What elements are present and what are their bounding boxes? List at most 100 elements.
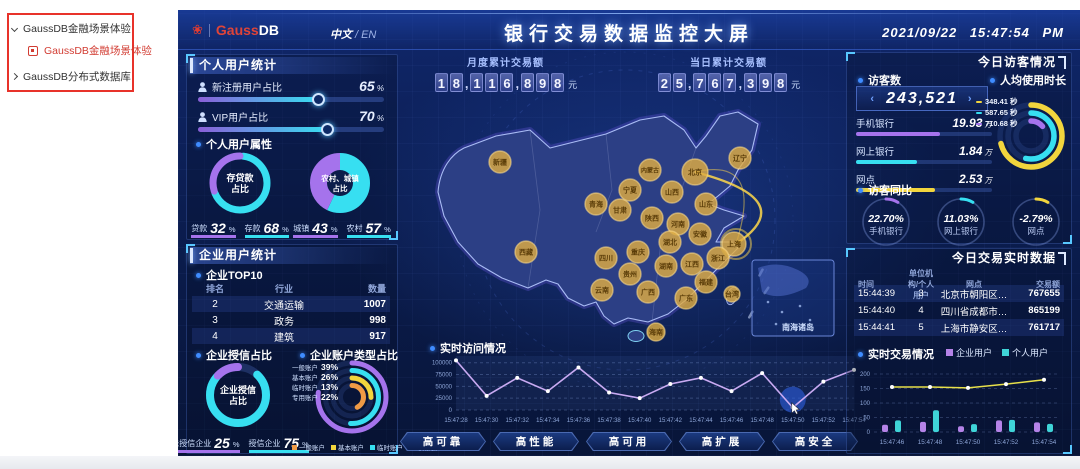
slider-label: 新注册用户占比	[198, 79, 282, 94]
duration-labels: 348.41 秒 587.65 秒 710.68 秒	[976, 96, 1018, 129]
left-arrow-icon[interactable]: ‹	[870, 92, 877, 105]
svg-text:四川: 四川	[599, 255, 613, 263]
dashboard: ❀ Gauss DB 中文 / EN 银行交易数据监控大屏 2021/09/22 15…	[178, 10, 1080, 456]
slider-knob[interactable]	[321, 123, 335, 136]
right-arrow-icon[interactable]: ›	[967, 92, 974, 105]
user-icon	[198, 111, 207, 122]
province-bubble[interactable]: 广西	[636, 280, 660, 304]
duration-label: 587.65 秒	[976, 107, 1018, 118]
province-bubble[interactable]: 云南	[590, 278, 614, 302]
channel-top: 网点 2.53 万	[856, 172, 992, 186]
channel-value: 2.53 万	[959, 172, 992, 186]
province-bubble[interactable]: 辽宁	[728, 146, 752, 170]
legend-value: 25	[214, 435, 230, 451]
province-bubble[interactable]: 湖北	[658, 230, 682, 254]
table-cell: 政务	[274, 316, 294, 328]
legend-swatch	[292, 444, 297, 450]
svg-text:15:47:28: 15:47:28	[444, 418, 468, 424]
province-bubble[interactable]: 宁夏	[618, 178, 642, 202]
province-bubble[interactable]: 广东	[674, 286, 698, 310]
datetime: 2021/09/22 15:47:54 PM	[874, 25, 1064, 40]
province-bubble[interactable]: 新疆	[488, 150, 512, 174]
lang-en[interactable]: EN	[361, 29, 377, 41]
legend-unit: %	[228, 225, 236, 234]
sidebar-item-gaussdb-finance-parent[interactable]: GaussDB金融场景体验	[10, 21, 131, 36]
table-cell: 北京市朝阳区…	[940, 289, 1008, 301]
province-bubble[interactable]: 内蒙古	[638, 158, 662, 182]
legend-item: 农村 57%	[346, 220, 391, 238]
province-bubble[interactable]: 福建	[694, 270, 718, 294]
province-bubble[interactable]: 青海	[584, 192, 608, 216]
province-bubble[interactable]: 湖南	[654, 254, 678, 278]
svg-text:云南: 云南	[595, 286, 609, 295]
column-header: 网点	[966, 280, 982, 289]
feature-button[interactable]: 高可靠	[400, 432, 486, 451]
account-type-name: 临时账户	[292, 385, 318, 392]
province-bubble[interactable]: 台湾	[723, 285, 741, 303]
province-bubble[interactable]: 山东	[694, 192, 718, 216]
slider-top: 新注册用户占比 65 %	[198, 78, 384, 94]
table-cell: 4	[212, 330, 218, 342]
lang-zh[interactable]: 中文	[330, 29, 352, 41]
slider-track[interactable]	[198, 93, 384, 106]
header-deco-line	[238, 13, 1020, 14]
svg-text:北京: 北京	[688, 168, 702, 177]
duration-value: 348.41 秒	[985, 97, 1018, 106]
visits-line-chart: 0 25000 50000 75000 100000 15:47:28 15:47:30 15…	[432, 356, 866, 424]
table-cell: 3	[212, 314, 218, 326]
svg-text:15:47:30: 15:47:30	[475, 418, 499, 424]
province-bubble[interactable]: 江西	[680, 252, 704, 276]
amount-unit: 元	[568, 80, 578, 90]
slider-knob[interactable]	[311, 93, 325, 106]
feature-button[interactable]: 高安全	[772, 432, 858, 451]
province-bubble[interactable]: 安徽	[688, 222, 712, 246]
sidebar-item-gaussdb-distributed[interactable]: GaussDB分布式数据库	[10, 69, 131, 84]
feature-button[interactable]: 高性能	[493, 432, 579, 451]
svg-text:河南: 河南	[671, 220, 685, 229]
province-bubble[interactable]: 上海	[721, 231, 747, 257]
credit-donut-chart: 企业授信占比	[206, 363, 270, 427]
province-bubble[interactable]: 甘肃	[608, 198, 632, 222]
province-bubble[interactable]: 四川	[594, 246, 618, 270]
legend-unit: %	[384, 225, 391, 234]
feature-button[interactable]: 高扩展	[679, 432, 765, 451]
button-label: 高安全	[773, 433, 857, 450]
legend-value: 43	[312, 220, 328, 236]
feature-button[interactable]: 高可用	[586, 432, 672, 451]
duration-arc-chart	[997, 102, 1065, 170]
gauge-label: 网上银行	[943, 226, 978, 236]
province-bubble[interactable]: 海南	[646, 322, 666, 342]
legend-value: 32	[210, 220, 226, 236]
gaussdb-logo: ❀ Gauss DB	[192, 22, 279, 38]
duration-tick	[976, 111, 982, 114]
svg-text:企业授信: 企业授信	[219, 384, 256, 395]
province-bubble[interactable]: 西藏	[514, 240, 538, 264]
svg-text:湖南: 湖南	[659, 262, 673, 271]
legend-name: 一般账户	[299, 445, 325, 452]
legend-name: 贷款	[191, 224, 208, 233]
province-bubble[interactable]: 北京	[681, 158, 709, 186]
province-bubble[interactable]: 山西	[660, 180, 684, 204]
account-type-name: 一般账户	[292, 365, 318, 372]
amount-digit: 1	[485, 73, 499, 92]
legend-value: 57	[365, 220, 382, 236]
svg-text:0: 0	[449, 408, 453, 414]
visitor-count-title: 访客数	[858, 72, 901, 88]
province-bubble[interactable]: 贵州	[618, 262, 642, 286]
province-bubble[interactable]: 陕西	[640, 206, 664, 230]
amount-digit: 3	[744, 73, 758, 92]
svg-text:台湾: 台湾	[725, 290, 739, 299]
language-toggle[interactable]: 中文 / EN	[330, 26, 376, 42]
province-bubble[interactable]: 重庆	[626, 240, 650, 264]
table-cell: 767655	[1028, 288, 1060, 299]
province-bubble[interactable]: 浙江	[706, 246, 730, 270]
sidebar-item-gaussdb-finance-child[interactable]: GaussDB金融场景体验	[28, 43, 152, 58]
legend-unit: %	[330, 225, 338, 234]
footer-strip	[0, 456, 1080, 469]
table-row: 2 交通运输 1007	[192, 296, 390, 312]
svg-text:农村、城镇: 农村、城镇	[320, 173, 359, 183]
tx-combo-chart: 0 50 100 150 200 15:47:46 15:47:48 15:47:50 15:4…	[860, 372, 1060, 446]
slider-track[interactable]	[198, 123, 384, 136]
svg-text:新疆: 新疆	[493, 158, 507, 167]
